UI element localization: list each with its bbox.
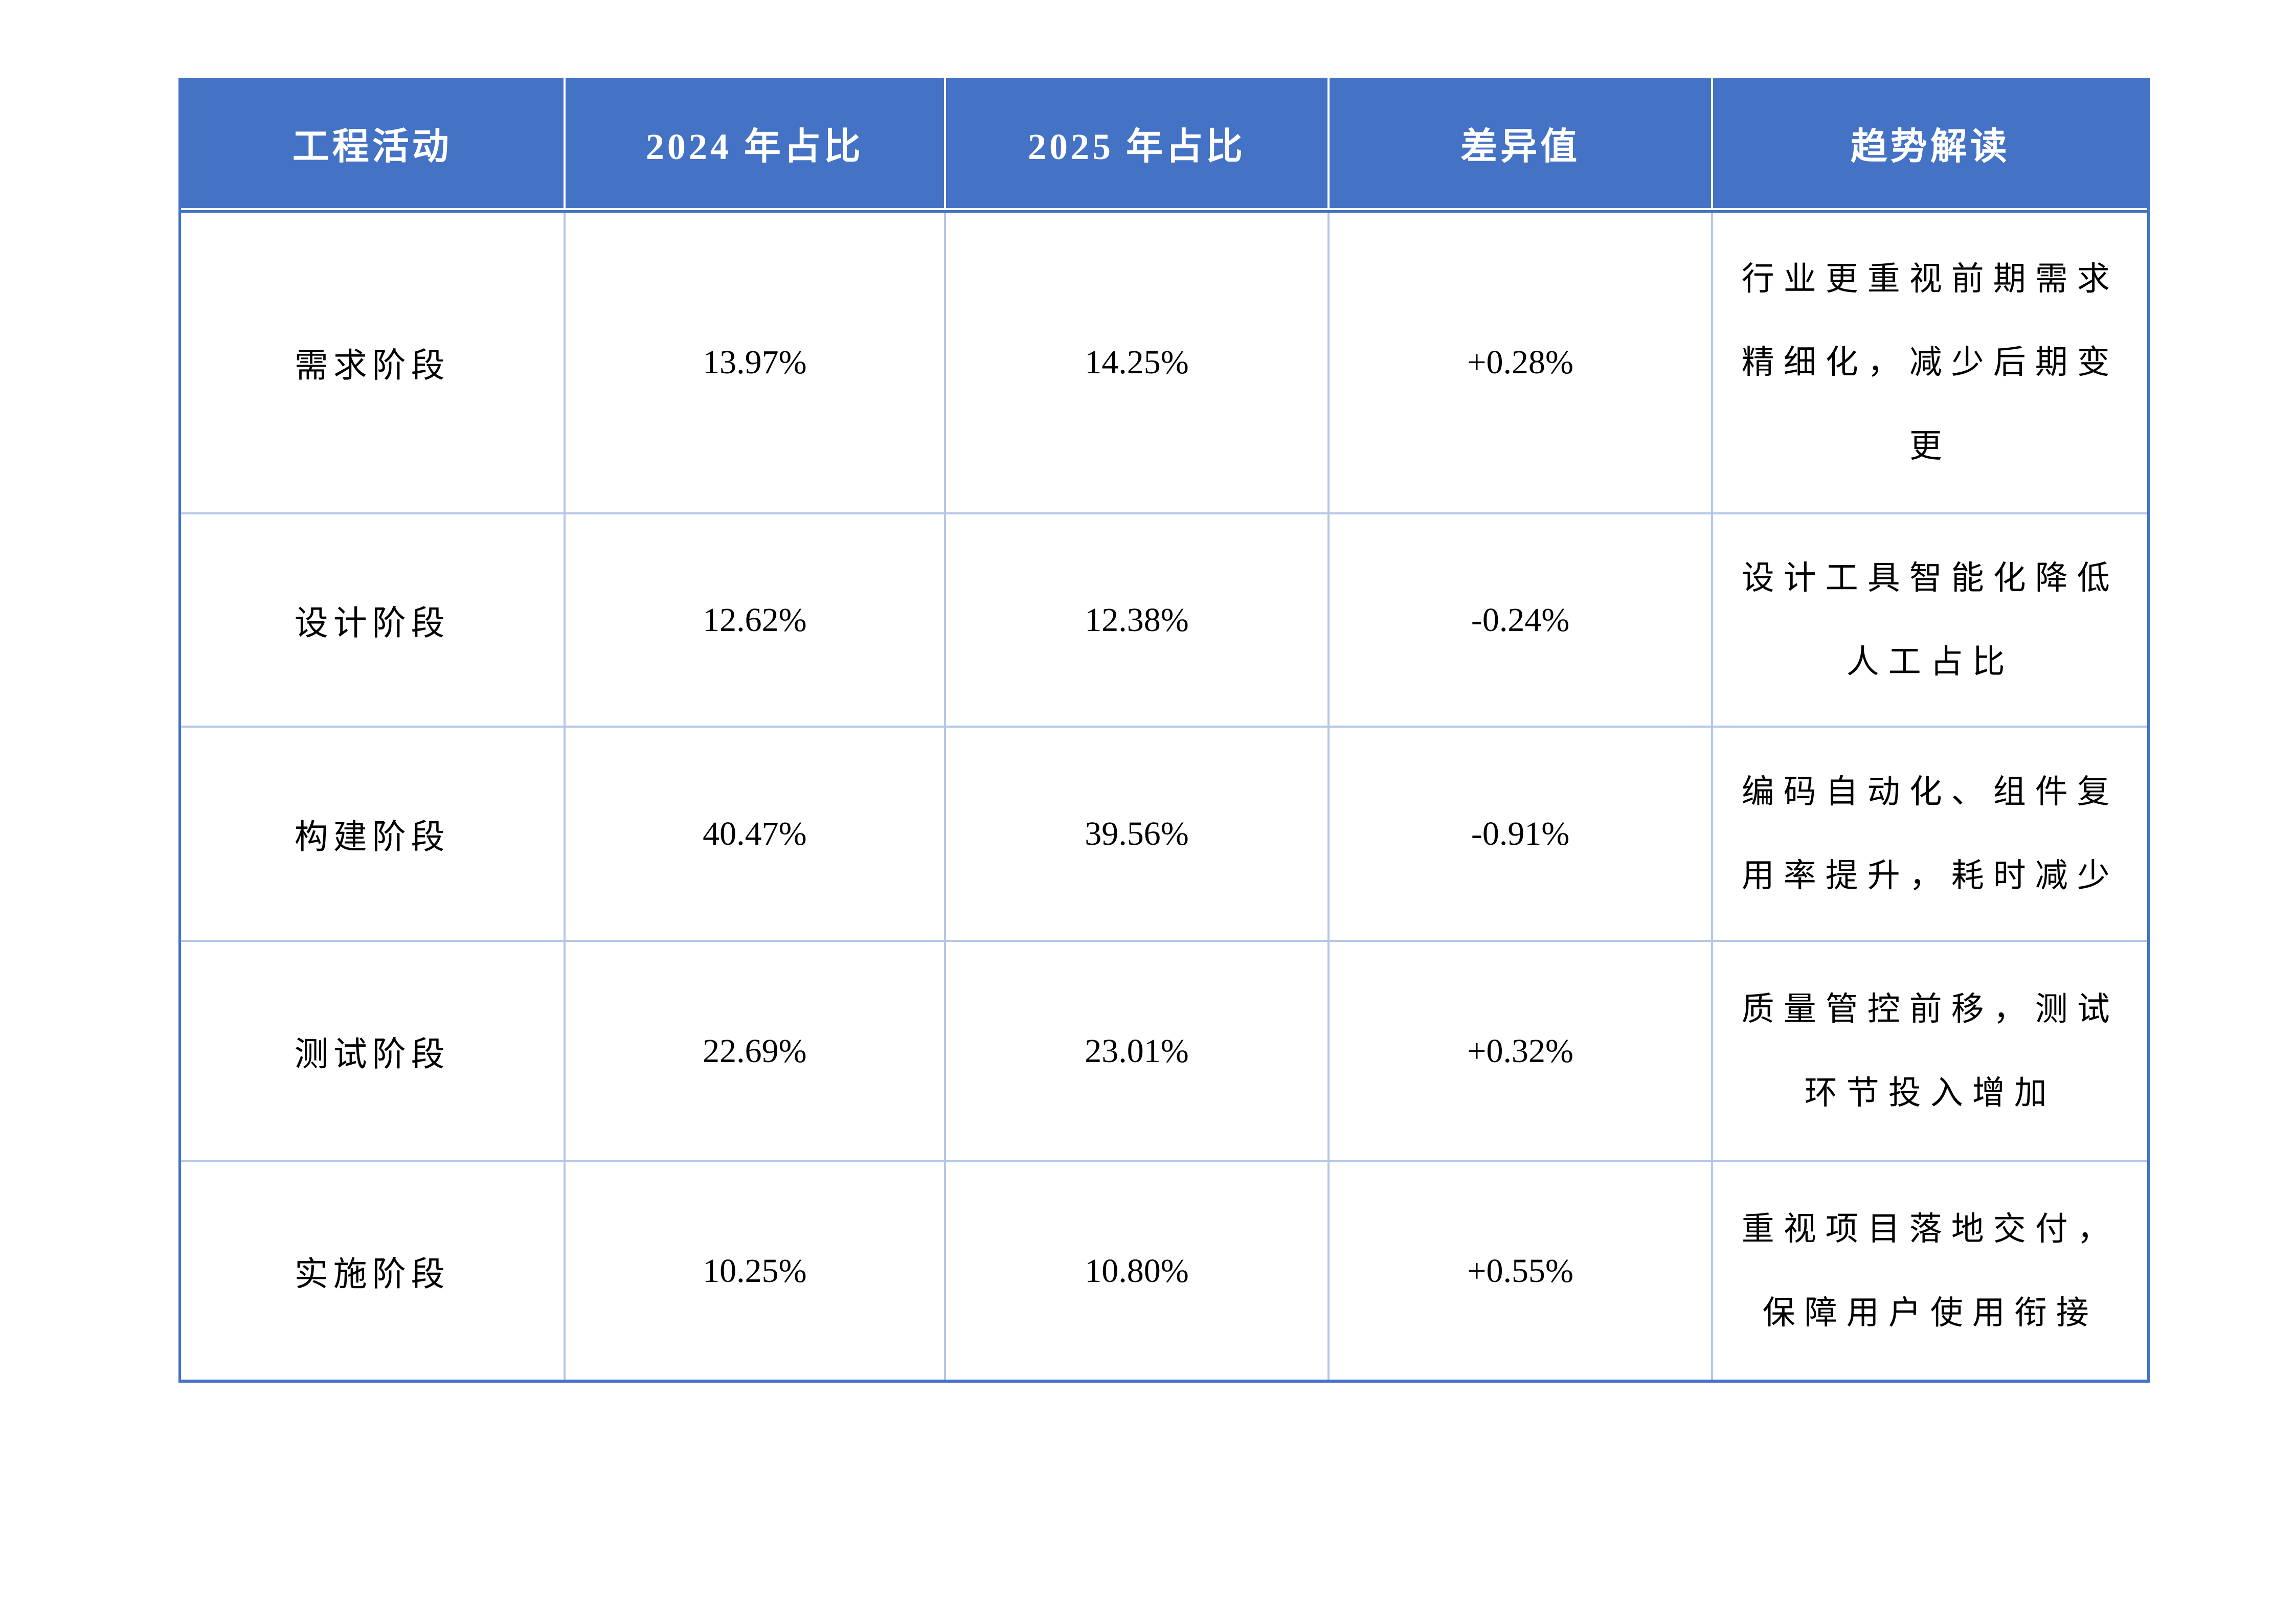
- cell-2025-value: 12.38%: [944, 514, 1327, 726]
- table-row: 实施阶段 10.25% 10.80% +0.55% 重视项目落地交付，保障用户使…: [181, 1160, 2147, 1380]
- cell-2024-value: 10.25%: [563, 1162, 944, 1380]
- cell-2024-value: 12.62%: [563, 514, 944, 726]
- table-row: 设计阶段 12.62% 12.38% -0.24% 设计工具智能化降低人工占比: [181, 512, 2147, 726]
- header-cell-trend: 趋势解读: [1711, 78, 2147, 208]
- cell-trend-text: 编码自动化、组件复用率提升，耗时减少: [1711, 728, 2147, 940]
- cell-2025-value: 39.56%: [944, 728, 1327, 940]
- cell-2025-value: 10.80%: [944, 1162, 1327, 1380]
- cell-trend-text: 重视项目落地交付，保障用户使用衔接: [1711, 1162, 2147, 1380]
- cell-activity: 实施阶段: [294, 1255, 450, 1293]
- header-cell-2025: 2025 年占比: [944, 78, 1327, 208]
- cell-2024-value: 13.97%: [563, 213, 944, 512]
- data-table: 工程活动 2024 年占比 2025 年占比 差异值 趋势解读 需求阶段 13.…: [178, 78, 2150, 1383]
- cell-activity: 需求阶段: [294, 347, 450, 385]
- cell-trend-text: 设计工具智能化降低人工占比: [1711, 514, 2147, 726]
- cell-trend-text: 质量管控前移，测试环节投入增加: [1711, 942, 2147, 1160]
- header-cell-2024: 2024 年占比: [563, 78, 944, 208]
- cell-2024-value: 22.69%: [563, 942, 944, 1160]
- cell-diff-value: -0.24%: [1327, 514, 1712, 726]
- cell-diff-value: +0.55%: [1327, 1162, 1712, 1380]
- table-header-row: 工程活动 2024 年占比 2025 年占比 差异值 趋势解读: [181, 78, 2147, 208]
- table-row: 需求阶段 13.97% 14.25% +0.28% 行业更重视前期需求精细化，减…: [181, 213, 2147, 512]
- header-cell-activity: 工程活动: [292, 126, 452, 167]
- table-row: 构建阶段 40.47% 39.56% -0.91% 编码自动化、组件复用率提升，…: [181, 726, 2147, 940]
- header-cell-diff: 差异值: [1327, 78, 1712, 208]
- table-row: 测试阶段 22.69% 23.01% +0.32% 质量管控前移，测试环节投入增…: [181, 940, 2147, 1160]
- cell-activity: 构建阶段: [294, 818, 450, 856]
- cell-diff-value: +0.28%: [1327, 213, 1712, 512]
- cell-2024-value: 40.47%: [563, 728, 944, 940]
- cell-diff-value: +0.32%: [1327, 942, 1712, 1160]
- header-separator-rule: [181, 210, 2147, 213]
- cell-2025-value: 14.25%: [944, 213, 1327, 512]
- cell-diff-value: -0.91%: [1327, 728, 1712, 940]
- cell-2025-value: 23.01%: [944, 942, 1327, 1160]
- header-separator-gap: [181, 208, 2147, 210]
- cell-trend-text: 行业更重视前期需求精细化，减少后期变更: [1711, 213, 2147, 512]
- cell-activity: 测试阶段: [294, 1035, 450, 1073]
- cell-activity: 设计阶段: [294, 604, 450, 642]
